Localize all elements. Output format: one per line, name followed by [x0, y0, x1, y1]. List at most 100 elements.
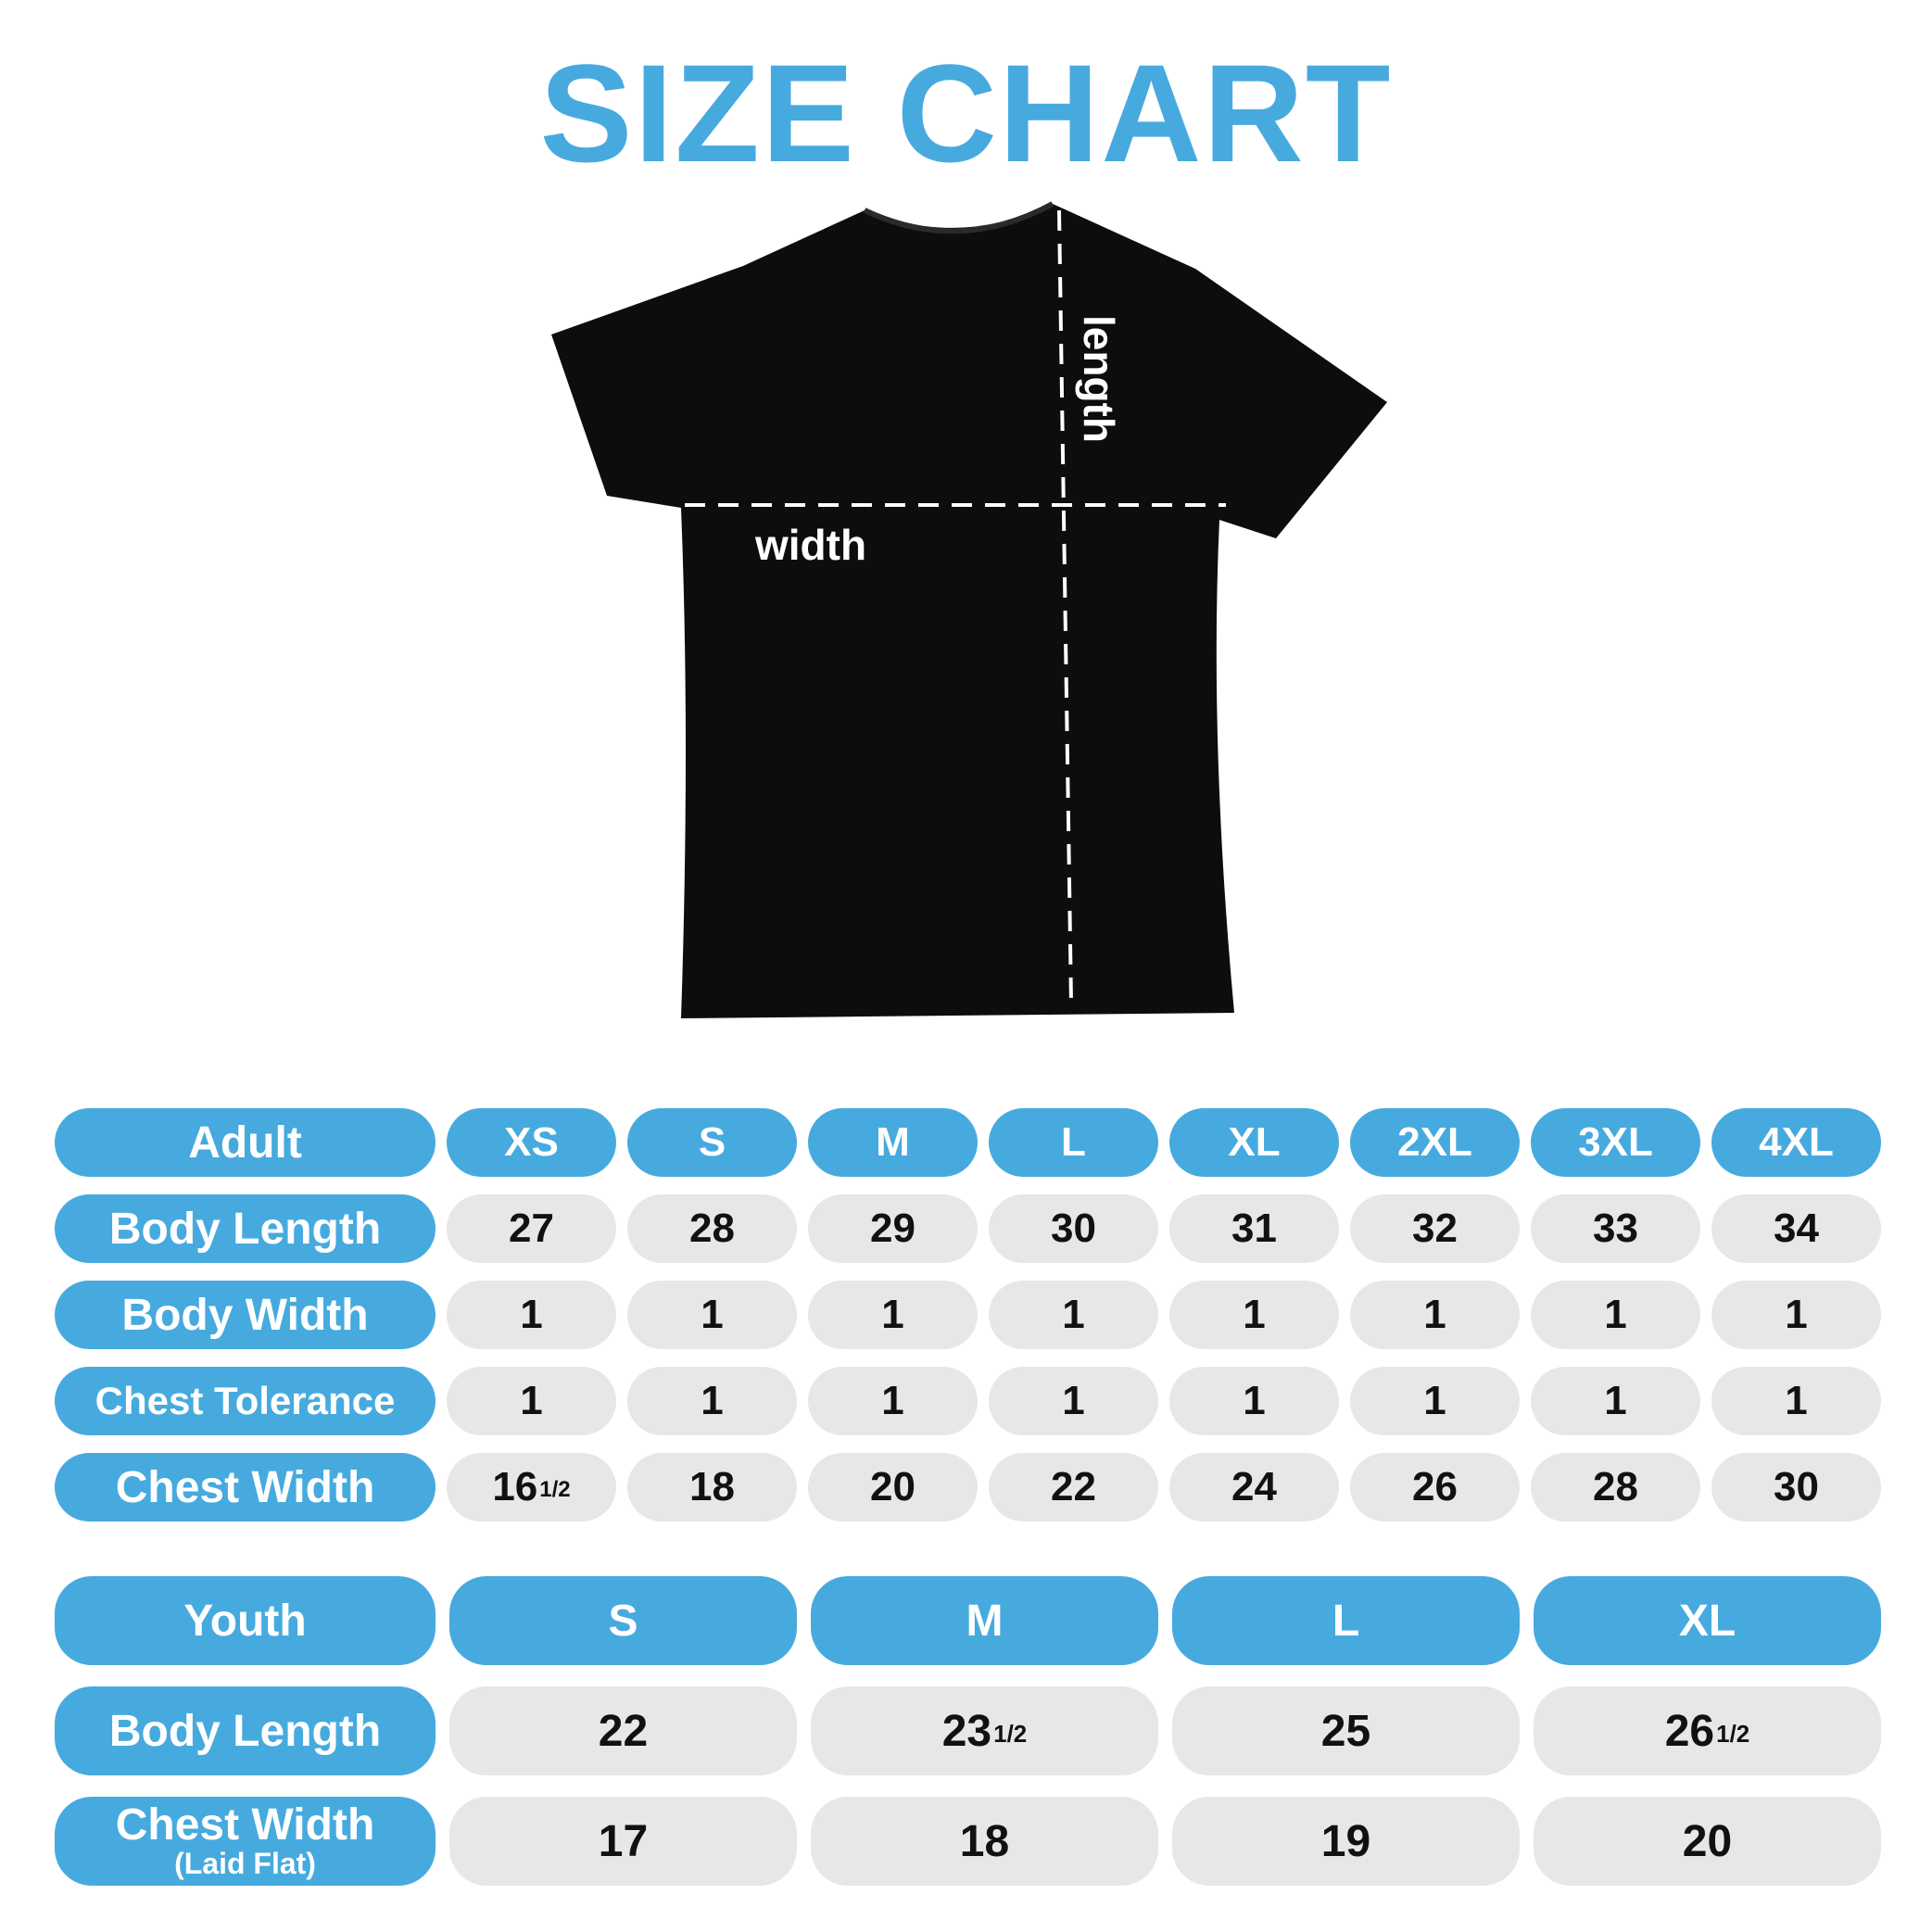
table-cell: 28 [1531, 1453, 1700, 1522]
table-cell: 1 [627, 1281, 797, 1349]
cell-value: 1 [1785, 1378, 1808, 1423]
cell-fraction: 1/2 [539, 1477, 571, 1502]
cell-value: 1 [1243, 1378, 1266, 1423]
row-label: Chest Width [55, 1453, 436, 1522]
row-label-text: Chest Tolerance [95, 1379, 396, 1422]
table-cell: 22 [449, 1686, 797, 1775]
cell-value: 1 [1604, 1292, 1627, 1337]
table-cell: 23 1/2 [811, 1686, 1158, 1775]
table-cell: 1 [1711, 1367, 1881, 1435]
table-cell: 29 [808, 1194, 978, 1263]
table-cell: 1 [1350, 1281, 1520, 1349]
cell-value: 1 [1785, 1292, 1808, 1337]
row-label-text: Chest Width [115, 1800, 375, 1850]
table-cell: 1 [627, 1367, 797, 1435]
cell-value: 1 [520, 1292, 543, 1337]
size-header-s: S [627, 1108, 797, 1177]
size-header-xl: XL [1534, 1576, 1881, 1665]
table-cell: 18 [627, 1453, 797, 1522]
cell-value: 1 [1423, 1292, 1446, 1337]
cell-value: 18 [959, 1816, 1010, 1866]
cell-value: 26 [1412, 1464, 1458, 1509]
size-header-m: M [808, 1108, 978, 1177]
cell-value: 28 [1593, 1464, 1638, 1509]
size-header-xs: XS [447, 1108, 616, 1177]
cell-value: 24 [1231, 1464, 1277, 1509]
youth-header-label: Youth [55, 1576, 436, 1665]
cell-value: 1 [1243, 1292, 1266, 1337]
row-sublabel: (Laid Flat) [174, 1847, 316, 1881]
adult-size-table: Adult XS S M L XL 2XL 3XL 4XL Body Length 27 28 29 30… [55, 1108, 1881, 1522]
cell-value: 25 [1320, 1706, 1371, 1756]
cell-value: 1 [881, 1378, 904, 1423]
size-header-l: L [989, 1108, 1158, 1177]
cell-value: 30 [1051, 1206, 1096, 1251]
cell-value: 19 [1320, 1816, 1371, 1866]
cell-value: 18 [689, 1464, 735, 1509]
table-cell: 1 [1531, 1367, 1700, 1435]
size-header-s: S [449, 1576, 797, 1665]
table-cell: 1 [808, 1281, 978, 1349]
table-cell: 1 [1169, 1281, 1339, 1349]
collar [863, 201, 1054, 234]
row-label: Chest Tolerance [55, 1367, 436, 1435]
table-cell: 31 [1169, 1194, 1339, 1263]
cell-value: 23 [941, 1706, 992, 1756]
row-label: Body Width [55, 1281, 436, 1349]
row-label-text: Body Length [108, 1204, 382, 1254]
size-header-2xl: 2XL [1350, 1108, 1520, 1177]
table-cell: 32 [1350, 1194, 1520, 1263]
table-cell: 28 [627, 1194, 797, 1263]
cell-fraction: 1/2 [1716, 1719, 1750, 1748]
width-label: width [754, 521, 866, 569]
table-cell: 25 [1172, 1686, 1520, 1775]
cell-value: 27 [509, 1206, 554, 1251]
table-cell: 1 [1169, 1367, 1339, 1435]
table-cell: 1 [1531, 1281, 1700, 1349]
size-header-4xl: 4XL [1711, 1108, 1881, 1177]
table-cell: 1 [1350, 1367, 1520, 1435]
table-cell: 20 [1534, 1797, 1881, 1886]
cell-value: 33 [1593, 1206, 1638, 1251]
table-cell: 1 [1711, 1281, 1881, 1349]
cell-value: 1 [1423, 1378, 1446, 1423]
row-label: Chest Width (Laid Flat) [55, 1797, 436, 1886]
cell-value: 17 [598, 1816, 649, 1866]
cell-value: 30 [1774, 1464, 1819, 1509]
table-cell: 30 [989, 1194, 1158, 1263]
table-cell: 1 [447, 1281, 616, 1349]
table-cell: 1 [447, 1367, 616, 1435]
table-cell: 19 [1172, 1797, 1520, 1886]
size-header-m: M [811, 1576, 1158, 1665]
cell-value: 1 [701, 1292, 724, 1337]
cell-value: 22 [598, 1706, 649, 1756]
cell-value: 1 [1604, 1378, 1627, 1423]
table-cell: 24 [1169, 1453, 1339, 1522]
youth-size-table: Youth S M L XL Body Length 22 23 1/2 25 26 1/2 Chest… [55, 1576, 1881, 1886]
cell-value: 31 [1231, 1206, 1277, 1251]
size-header-3xl: 3XL [1531, 1108, 1700, 1177]
table-cell: 26 1/2 [1534, 1686, 1881, 1775]
cell-value: 26 [1664, 1706, 1715, 1756]
length-label: length [1075, 315, 1123, 443]
cell-value: 1 [520, 1378, 543, 1423]
table-cell: 1 [808, 1367, 978, 1435]
table-cell: 17 [449, 1797, 797, 1886]
table-cell: 18 [811, 1797, 1158, 1886]
cell-value: 32 [1412, 1206, 1458, 1251]
cell-value: 1 [881, 1292, 904, 1337]
page-title: SIZE CHART [539, 35, 1393, 191]
size-header-l: L [1172, 1576, 1520, 1665]
table-cell: 20 [808, 1453, 978, 1522]
cell-value: 20 [1682, 1816, 1733, 1866]
table-cell: 27 [447, 1194, 616, 1263]
tshirt-shape [551, 204, 1387, 1018]
table-cell: 1 [989, 1281, 1158, 1349]
row-label: Body Length [55, 1686, 436, 1775]
cell-fraction: 1/2 [993, 1719, 1028, 1748]
table-cell: 1 [989, 1367, 1158, 1435]
row-label-text: Chest Width [115, 1462, 375, 1512]
cell-value: 29 [870, 1206, 915, 1251]
row-label-text: Body Length [108, 1706, 382, 1756]
cell-value: 1 [1062, 1292, 1085, 1337]
